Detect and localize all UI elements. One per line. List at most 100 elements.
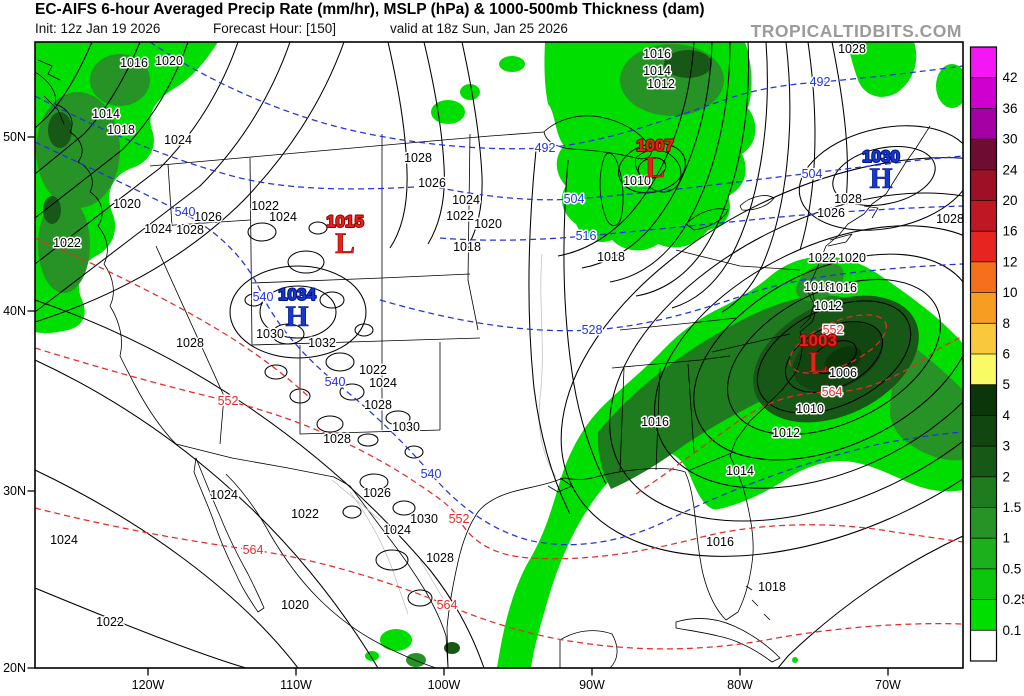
mslp-contour-label: 1030 xyxy=(410,512,438,526)
thickness-label-blue: 540 xyxy=(421,467,442,481)
colorbar-value: 1.5 xyxy=(1003,500,1022,515)
mslp-contour-label: 1024 xyxy=(269,210,297,224)
mslp-contour-label: 1032 xyxy=(308,336,336,350)
colorbar-value: 10 xyxy=(1003,285,1018,300)
thickness-label-red: 564 xyxy=(437,598,458,612)
colorbar-segment xyxy=(970,599,997,631)
mslp-contour-label: 1028 xyxy=(936,212,964,226)
thickness-label-blue: 504 xyxy=(564,192,585,206)
mslp-contour-label: 1018 xyxy=(453,240,481,254)
mslp-contour-label: 1012 xyxy=(647,77,675,91)
forecast-hour: Forecast Hour: [150] xyxy=(213,21,337,36)
colorbar-segment xyxy=(970,200,997,232)
thickness-label-blue: 528 xyxy=(582,323,603,337)
mslp-contour-label: 1016 xyxy=(706,535,734,549)
colorbar-value: 24 xyxy=(1003,162,1019,177)
thickness-label-blue: 492 xyxy=(535,141,556,155)
mslp-contour-label: 1020 xyxy=(474,217,502,231)
mslp-contour-label: 1014 xyxy=(92,107,120,121)
colorbar-value: 4 xyxy=(1003,408,1011,423)
mslp-contour-label: 1024 xyxy=(452,193,480,207)
colorbar-segment xyxy=(970,261,997,294)
pressure-center-value: 1007 xyxy=(636,136,674,155)
pressure-center-glyph: L xyxy=(645,151,665,184)
mslp-contour-label: 1026 xyxy=(418,176,446,190)
colorbar-value: 36 xyxy=(1003,101,1018,116)
mslp-contour-label: 1018 xyxy=(758,580,786,594)
colorbar-value: 0.1 xyxy=(1003,623,1022,638)
lat-tick-label: 30N xyxy=(3,484,26,498)
colorbar-segment xyxy=(970,507,997,539)
colorbar-value: 16 xyxy=(1003,224,1018,239)
valid-time: valid at 18z Sun, Jan 25 2026 xyxy=(390,21,568,36)
thickness-label-red: 564 xyxy=(243,543,264,557)
coastlines-and-borders xyxy=(35,59,931,668)
colorbar-segment xyxy=(970,108,997,140)
mslp-contour-label: 1028 xyxy=(404,151,432,165)
mslp-contour-label: 1020 xyxy=(113,197,141,211)
thickness-contours-red xyxy=(35,237,963,650)
mslp-contour-label: 1022 xyxy=(291,507,319,521)
thickness-label-blue: 540 xyxy=(175,205,196,219)
mslp-contour-label: 1016 xyxy=(829,281,857,295)
mslp-contour-label: 1028 xyxy=(834,192,862,206)
lon-tick-label: 90W xyxy=(579,678,605,692)
colorbar-segment xyxy=(970,169,997,201)
pressure-center-value: 1015 xyxy=(326,212,364,231)
mslp-contour-label: 1022 xyxy=(446,209,474,223)
lat-tick-label: 50N xyxy=(3,130,26,144)
pressure-center-value: 1003 xyxy=(799,331,837,350)
lon-tick-label: 100W xyxy=(428,678,461,692)
mslp-contour-label: 1010 xyxy=(623,174,651,188)
colorbar-value: 12 xyxy=(1003,254,1018,269)
mslp-contour-label: 1012 xyxy=(772,426,800,440)
colorbar-segment xyxy=(970,323,997,355)
mslp-contour-label: 1028 xyxy=(838,42,866,56)
rivers-gray-lines xyxy=(331,253,557,615)
colorbar-segment xyxy=(970,384,997,416)
thickness-label-red: 564 xyxy=(822,385,843,399)
precip-shading xyxy=(35,42,963,668)
thickness-label-red: 552 xyxy=(449,512,470,526)
mslp-contour-label: 1028 xyxy=(426,551,454,565)
subtitle-row: Init: 12z Jan 19 2026 Forecast Hour: [15… xyxy=(0,21,1024,41)
mslp-contour-label: 1020 xyxy=(838,251,866,265)
thickness-label-blue: 504 xyxy=(802,167,823,181)
colorbar-segment xyxy=(970,77,997,109)
colorbar-value: 0.5 xyxy=(1003,561,1022,576)
lon-tick-label: 120W xyxy=(132,678,165,692)
mslp-contour-label: 1016 xyxy=(641,415,669,429)
mslp-contour-label: 1018 xyxy=(597,250,625,264)
colorbar-value: 20 xyxy=(1003,193,1018,208)
map-frame xyxy=(34,41,964,669)
mslp-contour-label: 1024 xyxy=(144,222,172,236)
mslp-contour-label: 1022 xyxy=(251,199,279,213)
axis-ticks: 50N 40N 30N 20N 120W 110W 100W 90W 80W 70W xyxy=(3,130,901,692)
pressure-center-glyph: H xyxy=(869,162,892,195)
mslp-contour-label: 1006 xyxy=(829,366,857,380)
mslp-contour-label: 1020 xyxy=(155,54,183,68)
mslp-contour-label: 1026 xyxy=(363,486,391,500)
colorbar-value: 6 xyxy=(1003,347,1011,362)
colorbar-segment xyxy=(970,630,997,662)
colorbar-value: 3 xyxy=(1003,439,1011,454)
mslp-contour-label: 1030 xyxy=(256,327,284,341)
mslp-contour-label: 1030 xyxy=(392,420,420,434)
thickness-label-blue: 540 xyxy=(325,375,346,389)
colorbar: 42 36 30 24 20 16 12 10 8 6 5 4 3 2 1.5 1 0.5 0.25 0.1 xyxy=(969,46,1024,662)
watermark: TROPICALTIDBITS.COM xyxy=(750,21,962,41)
mslp-contour-label: 1024 xyxy=(164,133,192,147)
colorbar-value: 8 xyxy=(1003,316,1011,331)
colorbar-segment xyxy=(970,231,997,263)
mslp-contour-label: 1024 xyxy=(50,533,78,547)
colorbar-segment xyxy=(970,354,997,386)
lon-tick-label: 80W xyxy=(727,678,753,692)
colorbar-segment xyxy=(970,446,997,478)
mslp-contour-label: 1024 xyxy=(383,523,411,537)
thickness-label-blue: 492 xyxy=(810,75,831,89)
mslp-contour-label: 1022 xyxy=(53,236,81,250)
mslp-contour-label: 1028 xyxy=(176,336,204,350)
